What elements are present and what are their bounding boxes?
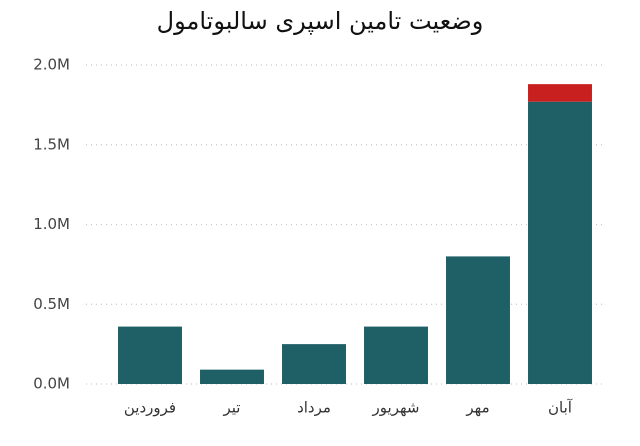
bar-segment: [364, 326, 428, 384]
y-tick-label: 1.0M: [33, 215, 70, 233]
chart-title: وضعیت تامین اسپری سالبوتامول: [157, 7, 484, 35]
bar-segment: [200, 369, 264, 384]
bar-segment: [282, 344, 346, 384]
x-tick-label: فروردین: [124, 399, 176, 417]
bar-segment: [446, 256, 510, 384]
x-tick-label: شهریور: [372, 399, 420, 417]
x-tick-label: مرداد: [297, 399, 331, 417]
y-tick-label: 2.0M: [33, 56, 70, 74]
x-tick-label: آبان: [548, 399, 573, 417]
x-tick-label: مهر: [465, 399, 489, 417]
y-tick-label: 0.0M: [33, 375, 70, 393]
bar-segment: [528, 101, 592, 384]
y-tick-label: 0.5M: [33, 295, 70, 313]
x-tick-label: تیر: [223, 399, 241, 417]
bar-segment: [118, 326, 182, 384]
y-tick-label: 1.5M: [33, 135, 70, 153]
bar-segment: [528, 84, 592, 102]
